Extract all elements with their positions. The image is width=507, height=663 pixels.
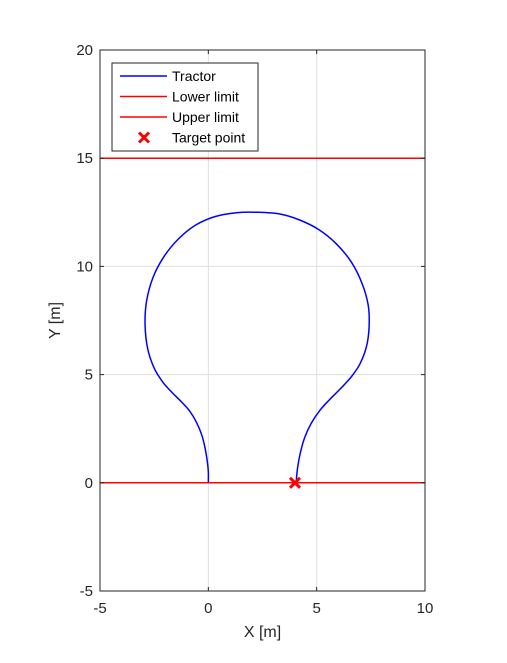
y-tick-label: -5 (80, 583, 93, 600)
legend-label-lower-limit: Lower limit (172, 89, 239, 105)
legend-label-target-point: Target point (172, 130, 245, 146)
x-tick-label: 10 (417, 600, 434, 617)
tractor-line (144, 211, 371, 483)
target-point-marker (288, 476, 302, 489)
y-tick-label: 15 (76, 150, 93, 167)
y-tick-label: 5 (85, 367, 93, 384)
legend-label-upper-limit: Upper limit (172, 109, 239, 125)
legend: Tractor Lower limit Upper limit Target poin… (111, 62, 259, 152)
legend-swatch-target-point (137, 131, 151, 144)
x-tick-label: 0 (204, 600, 212, 617)
x-tick-label: 5 (312, 600, 320, 617)
legend-box (111, 62, 259, 152)
plot-series (100, 157, 425, 489)
y-tick-label: 0 (85, 475, 93, 492)
axis-ticks: -5 0 5 10 -5 0 5 10 15 20 (76, 42, 433, 617)
axes-box (99, 49, 426, 592)
y-tick-label: 10 (76, 258, 93, 275)
legend-label-tractor: Tractor (172, 68, 216, 84)
y-tick-label: 20 (76, 42, 93, 59)
x-axis-label: X [m] (244, 624, 281, 641)
x-tick-label: -5 (93, 600, 106, 617)
y-axis-label: Y [m] (47, 302, 64, 339)
legend-swatch-stroke (137, 131, 151, 144)
target-point-marker-stroke (288, 476, 302, 489)
